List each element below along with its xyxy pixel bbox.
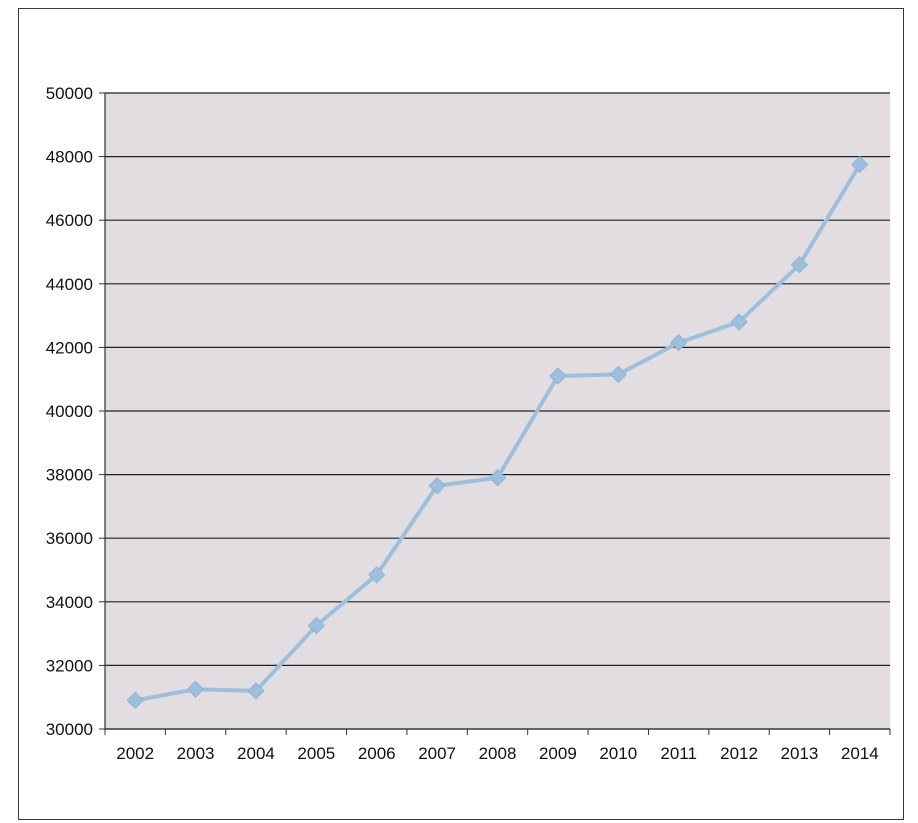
x-tick-label: 2003 [177, 744, 215, 763]
data-point-2008 [488, 469, 507, 487]
y-tick-label: 32000 [46, 656, 93, 675]
data-point-2010 [609, 365, 627, 384]
data-point-2011 [669, 333, 688, 352]
x-tick-label: 2014 [841, 744, 879, 763]
y-tick-label: 46000 [46, 211, 93, 230]
data-point-2007 [428, 477, 446, 495]
x-tick-label: 2013 [781, 744, 819, 763]
x-tick-label: 2006 [358, 744, 396, 763]
y-tick-label: 48000 [46, 148, 93, 167]
x-tick-label: 2011 [660, 744, 697, 763]
x-tick-label: 2012 [720, 744, 758, 763]
y-tick-label: 30000 [46, 720, 93, 739]
data-point-2014 [851, 155, 869, 174]
x-tick-label: 2004 [237, 744, 275, 763]
data-point-2002 [126, 691, 144, 710]
x-tick-labels: 2002 2003 2004 2005 2006 2007 2008 2009 2010 2011… [116, 744, 878, 763]
series-group [126, 155, 869, 710]
x-tick-label: 2005 [297, 744, 335, 763]
y-tick-label: 44000 [46, 275, 93, 294]
x-tick-label: 2009 [539, 744, 577, 763]
y-tick-label: 38000 [46, 466, 93, 485]
y-tick-label: 42000 [46, 338, 93, 357]
data-point-2006 [368, 566, 386, 584]
x-tick-label: 2008 [479, 744, 517, 763]
x-tick-label: 2010 [599, 744, 637, 763]
y-tick-label: 50000 [46, 84, 93, 103]
data-point-2013 [790, 256, 809, 274]
data-point-2004 [247, 682, 265, 700]
data-point-2009 [549, 367, 567, 385]
data-point-2005 [307, 616, 326, 635]
data-point-2012 [730, 313, 748, 331]
y-tick-labels: 30000 32000 34000 36000 38000 40000 42000 44000… [46, 84, 93, 739]
y-tick-label: 40000 [46, 402, 93, 421]
y-tick-label: 36000 [46, 529, 93, 548]
y-tick-label: 34000 [46, 593, 93, 612]
gridlines [99, 92, 890, 730]
x-tick-label: 2007 [418, 744, 456, 763]
x-tick-label: 2002 [116, 744, 154, 763]
axes [104, 93, 891, 735]
data-point-2003 [186, 680, 205, 698]
